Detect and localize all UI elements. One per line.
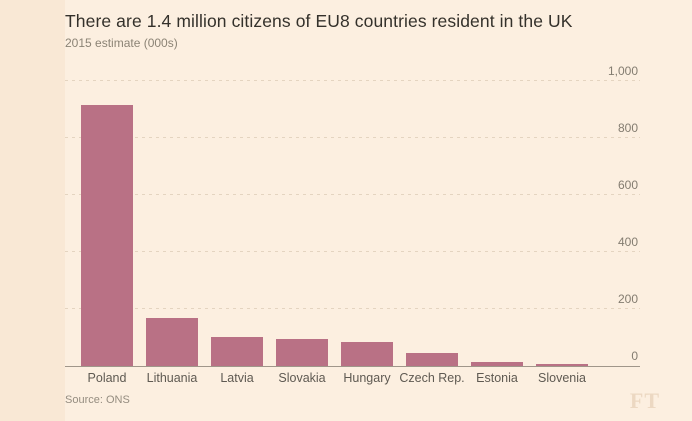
xtick-label-estonia: Estonia <box>476 371 518 385</box>
bar-poland <box>81 104 133 366</box>
ft-logo: FT <box>629 388 660 413</box>
ytick-label-600: 600 <box>617 178 638 192</box>
gridline-800 <box>65 137 640 138</box>
chart-subtitle: 2015 estimate (000s) <box>65 36 178 50</box>
xtick-label-lithuania: Lithuania <box>146 371 198 385</box>
bar-czech-rep <box>406 352 458 366</box>
plot-area: 0 200 400 600 800 1,000 <box>65 65 640 367</box>
gridline-200 <box>65 308 640 309</box>
source-note: Source: ONS <box>65 394 130 406</box>
ytick-label-200: 200 <box>617 292 638 306</box>
bar-slovenia <box>536 364 588 366</box>
xtick-label-latvia: Latvia <box>220 371 254 385</box>
bar-slovakia <box>276 338 328 366</box>
bar-estonia <box>471 362 523 366</box>
xtick-label-slovenia: Slovenia <box>538 371 586 385</box>
bar-latvia <box>211 337 263 366</box>
bar-hungary <box>341 341 393 366</box>
bar-lithuania <box>146 317 198 366</box>
ytick-label-800: 800 <box>617 121 638 135</box>
left-margin-strip <box>0 0 65 421</box>
ytick-label-1000: 1,000 <box>607 64 638 78</box>
xtick-label-hungary: Hungary <box>343 371 391 385</box>
xtick-label-czech-rep: Czech Rep. <box>399 371 465 385</box>
xtick-label-slovakia: Slovakia <box>278 371 326 385</box>
chart-title: There are 1.4 million citizens of EU8 co… <box>65 11 573 31</box>
xtick-label-poland: Poland <box>87 371 127 385</box>
gridline-400 <box>65 251 640 252</box>
gridline-600 <box>65 194 640 195</box>
ytick-label-0: 0 <box>631 349 638 363</box>
ytick-label-400: 400 <box>617 235 638 249</box>
gridline-1000 <box>65 80 640 81</box>
